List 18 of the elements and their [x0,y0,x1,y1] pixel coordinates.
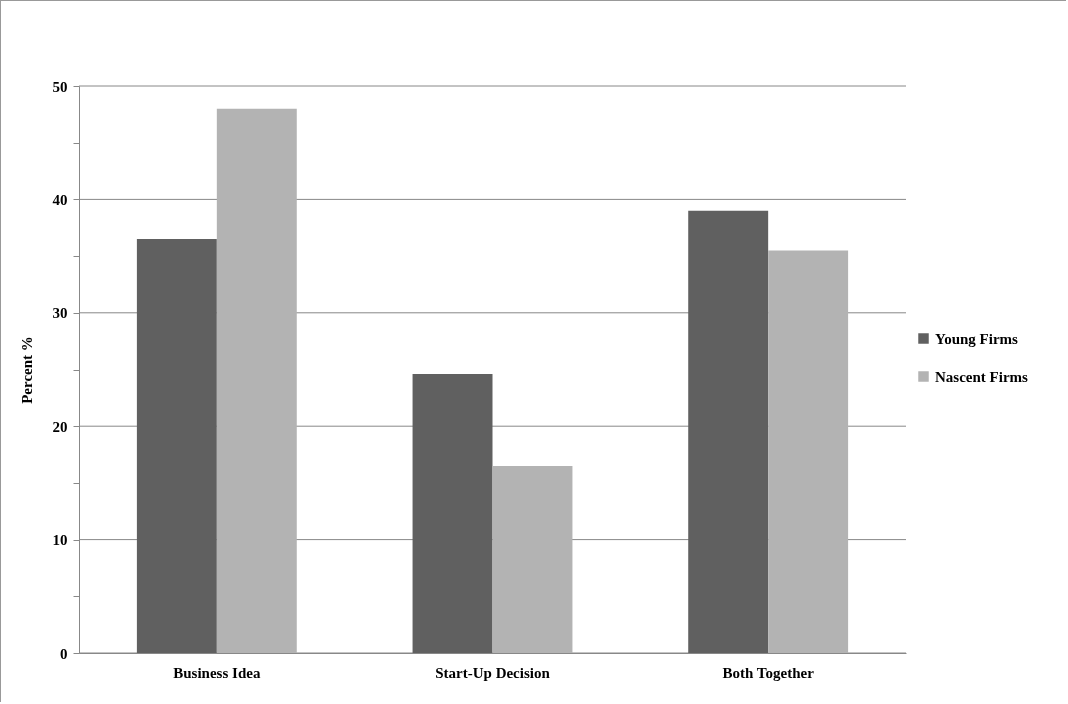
y-axis-title: Percent % [18,336,35,404]
x-tick-label: Start-Up Decision [435,664,551,681]
bar [136,239,217,653]
y-tick-label: 0 [60,645,68,662]
bar [492,465,573,653]
x-tick-label: Both Together [722,664,815,681]
bar [768,250,849,653]
bar [216,108,297,653]
bar [688,210,769,653]
y-tick-label: 40 [52,191,68,208]
legend-label: Young Firms [935,330,1019,347]
y-tick-label: 20 [52,418,68,435]
legend-label: Nascent Firms [935,368,1029,385]
y-tick-label: 50 [52,78,68,95]
x-tick-label: Business Idea [173,664,261,681]
y-tick-label: 30 [52,305,68,322]
y-tick-label: 10 [52,532,68,549]
bar [412,374,493,653]
